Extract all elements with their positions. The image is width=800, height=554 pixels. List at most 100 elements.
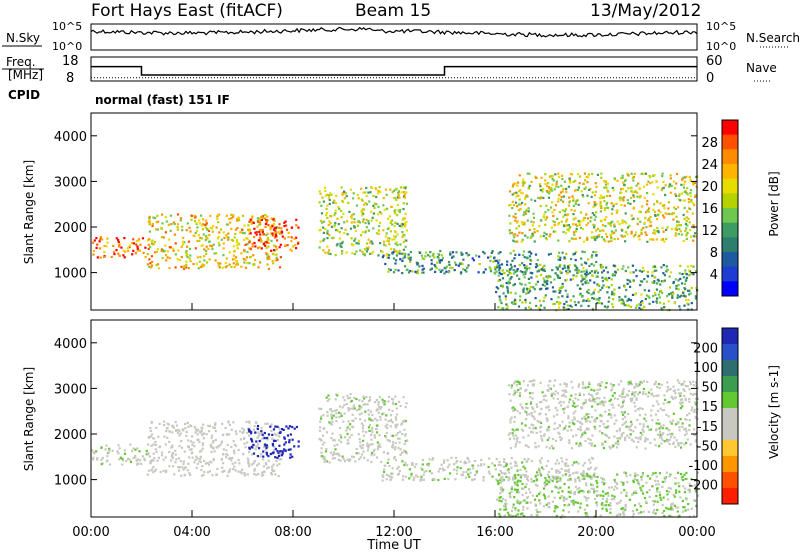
nsearch-label: N.Search: [746, 31, 800, 45]
power-colorbar-segment: [722, 252, 738, 268]
noise-trace: [90, 26, 698, 38]
velocity-colorbar-segment: [722, 408, 738, 425]
echo-region-patch-b: [248, 218, 300, 252]
velocity-panel-frame: [90, 319, 698, 518]
power-colorbar-tick: 16: [701, 202, 718, 217]
x-axis-ticks: 00:00 04:00 08:00 12:00 16:00 20:00 00:00: [72, 303, 716, 540]
power-colorbar-segment: [722, 222, 738, 238]
cpid-label: CPID: [8, 88, 40, 102]
x-tick-label: 00:00: [72, 525, 109, 540]
x-axis-label: Time UT: [366, 538, 420, 553]
power-colorbar-tick: 28: [701, 136, 718, 151]
frequency-step-line: [91, 65, 697, 76]
x-tick-label: 12:00: [375, 525, 412, 540]
power-colorbar-frame: [721, 119, 739, 297]
velocity-colorbar: 200 100 50 15 -15 -50 -100 -200: [688, 327, 739, 505]
velocity-colorbar-segment: [722, 344, 738, 361]
power-colorbar-segment: [722, 193, 738, 209]
velocity-colorbar-tick: 15: [701, 400, 718, 415]
echo-region-band-c: [318, 186, 409, 257]
velocity-colorbar-segment: [722, 472, 738, 489]
power-echoes: [91, 172, 699, 312]
freq-trace: [91, 65, 697, 79]
echo-region-band-d: [381, 456, 598, 482]
noise-tick-bottom-right: 10^0: [706, 40, 736, 53]
power-colorbar-segment: [722, 208, 738, 224]
velocity-y-label: Slant Range [km]: [22, 367, 36, 471]
echo-region-band-e: [507, 379, 699, 450]
velocity-colorbar-tick: 50: [701, 381, 718, 396]
velocity-colorbar-tick: -200: [688, 478, 718, 493]
velocity-ytick-label: 3000: [54, 382, 87, 397]
power-colorbar-segment: [722, 164, 738, 180]
velocity-colorbar-tick: 200: [693, 342, 718, 357]
power-colorbar-segment: [722, 149, 738, 165]
power-colorbar-tick: 24: [701, 158, 718, 173]
power-ytick-label: 4000: [54, 130, 87, 145]
echo-region-band-c: [318, 393, 409, 464]
power-colorbar-label: Power [dB]: [767, 171, 781, 236]
power-ytick-label: 2000: [54, 221, 87, 236]
velocity-colorbar-label: Velocity [m s-1]: [767, 365, 781, 459]
x-tick-label: 04:00: [173, 525, 210, 540]
velocity-ytick-label: 4000: [54, 337, 87, 352]
noise-tick-top-right: 10^5: [706, 20, 736, 33]
station-title: Fort Hays East (fitACF): [91, 1, 283, 21]
x-tick-label: 20:00: [577, 525, 614, 540]
echo-region-band-e: [508, 172, 699, 243]
velocity-colorbar-segment: [722, 488, 738, 505]
power-colorbar: 28 24 20 16 12 8 4: [701, 119, 739, 297]
echo-region-band-a: [91, 443, 148, 466]
x-tick-label: 00:00: [678, 525, 715, 540]
velocity-colorbar-segment: [722, 424, 738, 441]
nsky-label: N.Sky: [6, 31, 40, 45]
power-colorbar-segment: [722, 237, 738, 253]
velocity-colorbar-segment: [722, 440, 738, 457]
velocity-colorbar-segment: [722, 376, 738, 393]
power-y-ticks: 4000 3000 2000 1000: [54, 130, 697, 282]
velocity-colorbar-segment: [722, 392, 738, 409]
power-ytick-label: 3000: [54, 175, 87, 190]
cpid-text: normal (fast) 151 IF: [95, 93, 230, 107]
power-colorbar-segment: [722, 178, 738, 194]
date-title: 13/May/2012: [590, 1, 702, 21]
velocity-colorbar-segment: [722, 360, 738, 377]
echo-region-band-a2: [146, 420, 283, 478]
power-ytick-label: 1000: [54, 267, 87, 282]
power-colorbar-tick: 12: [701, 224, 718, 239]
x-tick-label: 08:00: [274, 525, 311, 540]
power-colorbar-segment: [722, 120, 738, 136]
echo-region-band-f: [495, 471, 700, 519]
freq-tick-bottom: 8: [66, 71, 74, 86]
noise-tick-bottom-left: 10^0: [52, 40, 82, 53]
freq-label: Freq.: [6, 55, 36, 69]
freq-panel-frame: [90, 56, 698, 82]
power-colorbar-tick: 8: [710, 246, 718, 261]
velocity-colorbar-segment: [722, 456, 738, 473]
freq-unit-label: [MHz]: [8, 68, 43, 82]
velocity-ytick-label: 2000: [54, 428, 87, 443]
echo-region-band-f: [495, 263, 699, 312]
echo-region-band-d: [381, 249, 598, 275]
velocity-colorbar-tick: -50: [697, 439, 718, 454]
noise-trace-line: [90, 26, 698, 38]
power-colorbar-tick: 4: [710, 268, 718, 283]
velocity-echoes: [91, 379, 700, 519]
freq-tick-top: 18: [62, 54, 79, 69]
echo-region-band-a2: [146, 213, 282, 270]
x-tick-label: 16:00: [476, 525, 513, 540]
power-y-label: Slant Range [km]: [22, 160, 36, 264]
velocity-colorbar-tick: -15: [697, 420, 718, 435]
power-colorbar-tick: 20: [701, 180, 718, 195]
beam-title: Beam 15: [355, 1, 431, 21]
nave-tick-bottom: 0: [706, 71, 714, 86]
velocity-ytick-label: 1000: [54, 474, 87, 489]
noise-tick-top-left: 10^5: [52, 20, 82, 33]
velocity-colorbar-segment: [722, 328, 738, 345]
noise-panel-frame: [90, 23, 698, 51]
nave-tick-top: 60: [706, 54, 723, 69]
velocity-colorbar-tick: -100: [688, 459, 718, 474]
power-colorbar-segment: [722, 266, 738, 282]
echo-region-band-a: [91, 236, 147, 259]
